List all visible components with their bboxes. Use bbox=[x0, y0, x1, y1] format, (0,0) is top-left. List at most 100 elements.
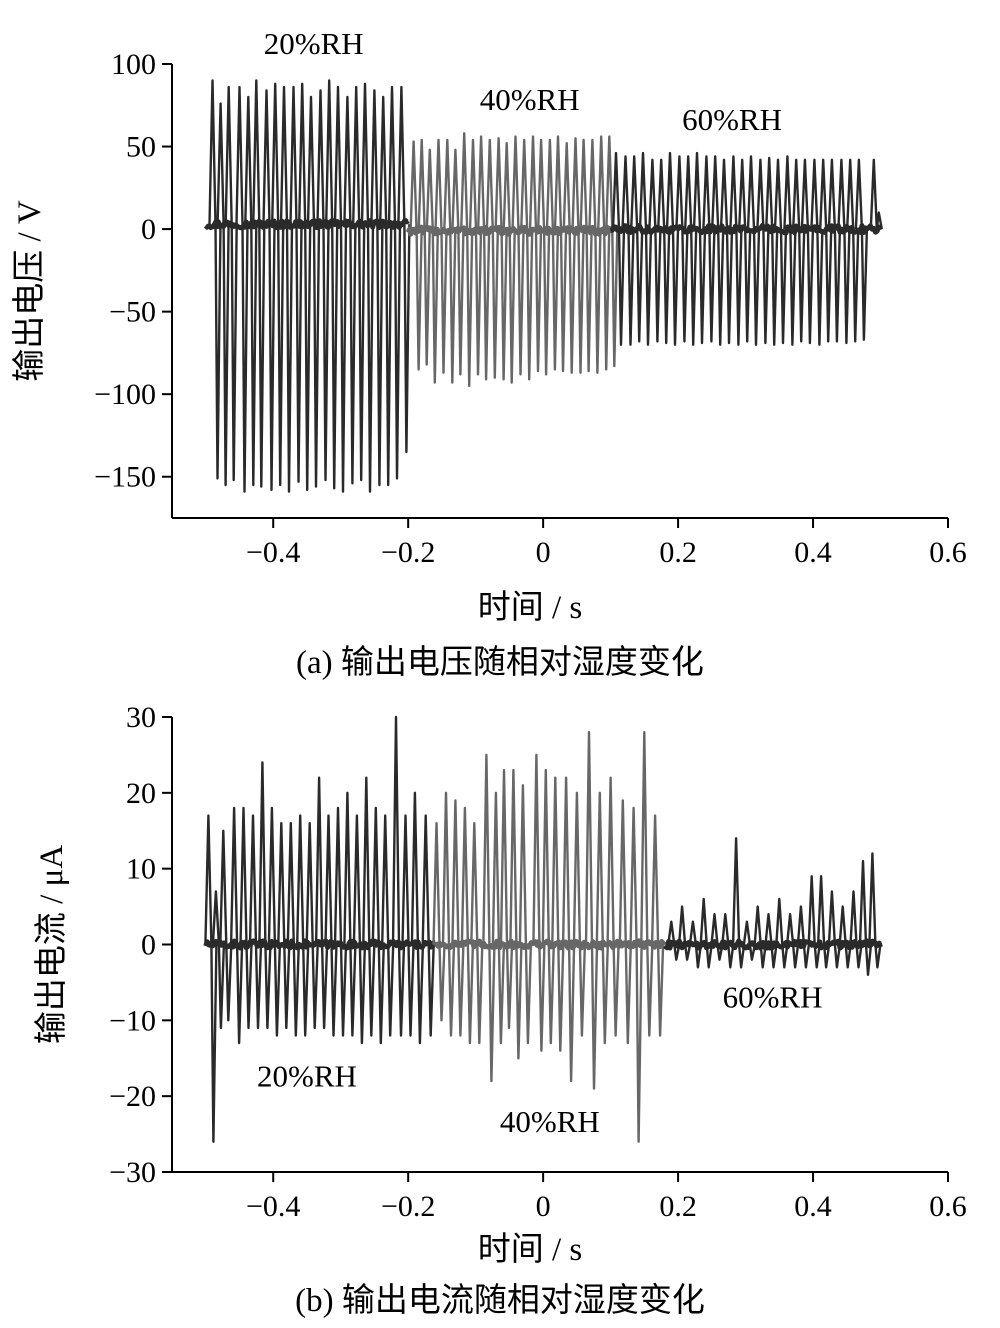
spike bbox=[816, 875, 831, 969]
series-40%RH bbox=[405, 132, 619, 388]
x-tick-label: 0.4 bbox=[794, 536, 832, 569]
figure-caption: (a) 输出电压随相对湿度变化 bbox=[296, 644, 704, 680]
spike bbox=[235, 85, 249, 493]
spike bbox=[638, 151, 653, 346]
spike bbox=[460, 132, 474, 388]
spike bbox=[545, 138, 560, 371]
spike bbox=[451, 799, 465, 1037]
spike bbox=[773, 158, 788, 345]
x-tick-label: 0.4 bbox=[794, 1190, 832, 1223]
spike bbox=[352, 85, 366, 482]
spike bbox=[800, 158, 815, 345]
spike bbox=[286, 822, 300, 1037]
spike bbox=[421, 814, 435, 1037]
spike bbox=[279, 85, 294, 493]
y-tick-label: −30 bbox=[109, 1156, 156, 1189]
rh-annotation: 60%RH bbox=[723, 979, 823, 1014]
spike bbox=[451, 148, 465, 376]
y-axis-label: 输出电流 / μA bbox=[33, 845, 70, 1044]
y-tick-label: −100 bbox=[94, 378, 156, 411]
spike bbox=[640, 731, 654, 1037]
spike bbox=[485, 138, 499, 379]
spike bbox=[667, 920, 681, 961]
spike bbox=[528, 135, 543, 373]
spike bbox=[765, 156, 779, 346]
spike bbox=[657, 158, 671, 345]
spike bbox=[482, 753, 496, 1083]
x-tick-label: 0 bbox=[536, 1190, 551, 1223]
spike bbox=[588, 138, 602, 374]
spike bbox=[837, 158, 851, 345]
spike bbox=[229, 806, 244, 1045]
spike bbox=[783, 155, 797, 346]
spike bbox=[476, 135, 491, 381]
spike bbox=[731, 837, 746, 969]
spike bbox=[204, 814, 218, 1143]
spike bbox=[710, 913, 724, 961]
spike bbox=[753, 905, 767, 969]
spike bbox=[756, 158, 770, 345]
spike bbox=[618, 799, 632, 1045]
spike bbox=[846, 158, 860, 343]
spike bbox=[397, 85, 411, 454]
spike bbox=[792, 158, 806, 343]
spike bbox=[401, 814, 415, 1037]
spike bbox=[630, 155, 644, 343]
spike bbox=[721, 913, 735, 969]
spike bbox=[854, 158, 869, 341]
spike bbox=[409, 140, 423, 371]
spike bbox=[262, 89, 276, 492]
spike bbox=[316, 89, 330, 482]
spike bbox=[258, 761, 272, 1030]
x-tick-label: 0.6 bbox=[929, 1190, 967, 1223]
spike bbox=[494, 137, 508, 381]
spike bbox=[379, 95, 393, 487]
spike bbox=[410, 791, 425, 1045]
rh-annotation: 20%RH bbox=[257, 1058, 357, 1093]
spike bbox=[509, 768, 523, 1060]
spike bbox=[838, 905, 852, 969]
spike bbox=[511, 135, 525, 376]
spike bbox=[314, 776, 329, 1030]
spike bbox=[470, 822, 484, 1045]
spike bbox=[333, 806, 348, 1037]
series-60%RH bbox=[663, 837, 883, 976]
spike bbox=[360, 82, 375, 493]
spike bbox=[460, 806, 475, 1045]
spike bbox=[362, 776, 376, 1037]
spike bbox=[434, 138, 448, 374]
series-20%RH bbox=[203, 715, 437, 1143]
spike bbox=[267, 806, 282, 1037]
y-tick-label: 20 bbox=[126, 777, 156, 810]
spike bbox=[216, 102, 230, 487]
spike bbox=[296, 814, 310, 1037]
spike bbox=[306, 95, 321, 488]
x-tick-label: −0.4 bbox=[246, 536, 300, 569]
spike bbox=[305, 822, 319, 1030]
spike bbox=[532, 753, 546, 1052]
spike bbox=[692, 151, 707, 345]
x-axis-label: 时间 / s bbox=[478, 590, 583, 626]
spike bbox=[248, 814, 263, 1030]
spike bbox=[541, 768, 555, 1045]
spike bbox=[684, 155, 698, 346]
spike bbox=[742, 920, 757, 961]
spike bbox=[432, 822, 446, 1022]
spike bbox=[343, 791, 357, 1037]
spike bbox=[239, 806, 253, 1030]
spike bbox=[595, 791, 609, 1045]
spike bbox=[381, 814, 395, 1037]
y-tick-label: −10 bbox=[109, 1004, 156, 1037]
chart-b-output-current: 30 20 10 0 −10 −20 −30 −0.4 −0.2 0 0.2 0.4 0.6 时间 / s… bbox=[33, 701, 967, 1319]
spike bbox=[827, 890, 842, 969]
spike bbox=[621, 155, 635, 346]
spike bbox=[719, 158, 734, 345]
chart-a-output-voltage: 100 50 0 −50 −100 −150 −0.4 −0.2 0 0.2 0.4 0.6 时间 / … bbox=[11, 26, 967, 680]
spike bbox=[775, 897, 789, 969]
spike bbox=[562, 142, 576, 374]
x-tick-label: −0.2 bbox=[381, 536, 435, 569]
spike bbox=[738, 158, 752, 343]
spike bbox=[551, 776, 565, 1052]
spike bbox=[648, 158, 662, 343]
